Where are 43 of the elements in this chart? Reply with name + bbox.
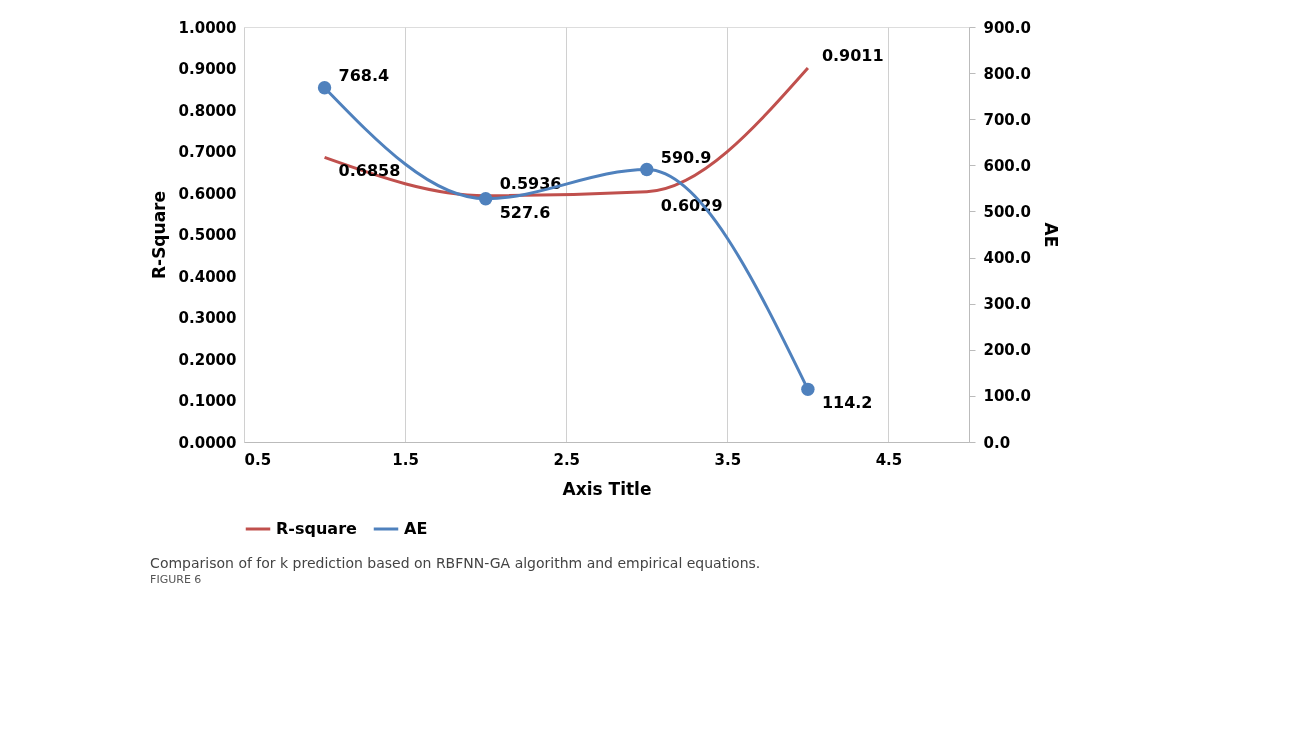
x-tick-label: 2.5	[553, 450, 581, 469]
y2-tick-label: 900.0	[983, 18, 1031, 37]
legend-label: R-square	[276, 519, 358, 538]
y-tick-label: 0.7000	[178, 143, 237, 161]
y-axis-title: R-Square	[148, 190, 169, 280]
y2-tick-label: 400.0	[983, 249, 1031, 268]
y-tick-label: 0.5000	[178, 226, 237, 244]
data-label: 768.4	[338, 65, 390, 85]
y2-axis-title: AE	[1040, 222, 1061, 248]
x-tick-label: 1.5	[392, 450, 419, 469]
y-tick-label: 0.2000	[178, 350, 237, 369]
y2-tick-label: 700.0	[983, 110, 1031, 129]
legend-label: AE	[404, 519, 428, 538]
data-label: 590.9	[660, 147, 712, 167]
data-label: 0.9011	[821, 46, 884, 66]
point	[317, 80, 332, 95]
text: Comparison of for k prediction based on RBFNN-GA algorithm and empirical equations.	[150, 555, 761, 571]
data-label: 114.2	[821, 393, 873, 413]
y2-tick-label: 600.0	[983, 156, 1031, 175]
y2-tick-label: 100.0	[983, 387, 1031, 406]
y2-tick-label: 300.0	[983, 295, 1031, 314]
y-tick-label: 0.4000	[178, 267, 237, 286]
x-tick-label: 0.5	[244, 450, 272, 469]
point	[478, 192, 493, 206]
y-tick-label: 0.1000	[178, 392, 237, 410]
y-tick-label: 0.0000	[178, 433, 237, 452]
x-tick-label: 4.5	[875, 450, 903, 469]
x-axis-title: Axis Title	[562, 478, 652, 499]
point	[801, 382, 815, 397]
y2-tick-label: 200.0	[983, 341, 1031, 360]
y-tick-label: 0.9000	[178, 60, 237, 78]
y-tick-label: 0.8000	[178, 101, 237, 120]
y-tick-label: 0.3000	[178, 309, 237, 327]
y2-tick-label: 800.0	[983, 64, 1031, 83]
y2-tick-label: 500.0	[983, 202, 1031, 221]
y2-tick-label: 0.0	[983, 433, 1011, 452]
data-label: 0.5936	[499, 173, 562, 193]
y-tick-label: 1.0000	[178, 18, 237, 37]
data-label: 527.6	[499, 202, 551, 222]
point	[640, 162, 654, 177]
caption: FIGURE 6	[150, 573, 202, 586]
y-tick-label: 0.6000	[178, 184, 237, 203]
x-tick-label: 3.5	[714, 450, 742, 469]
